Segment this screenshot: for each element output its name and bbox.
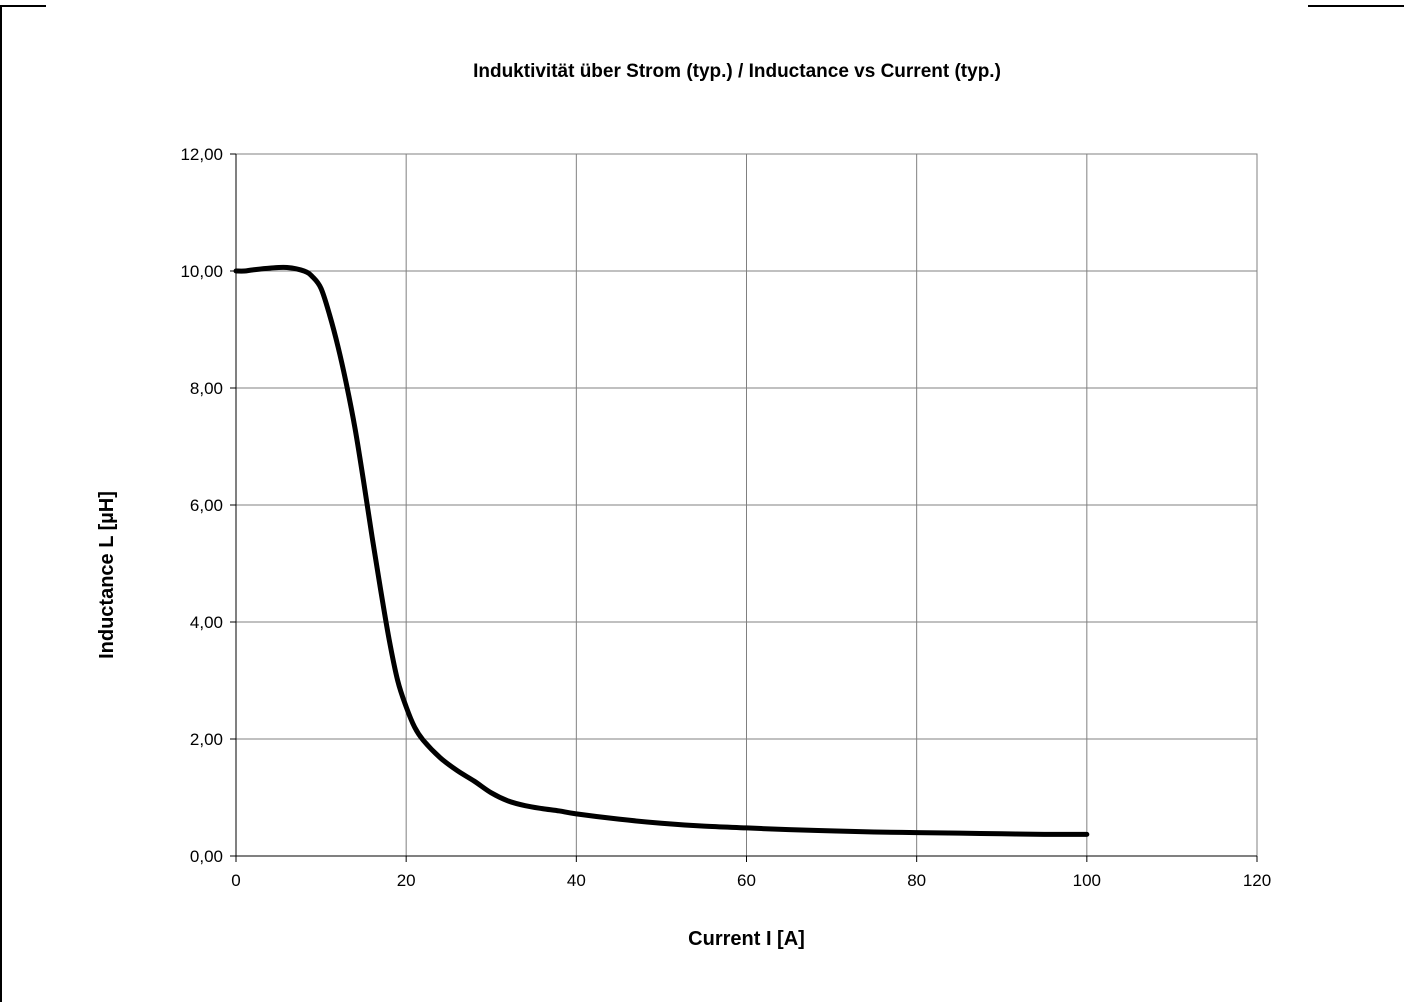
- y-tick-label: 6,00: [190, 496, 223, 515]
- x-tick-labels: 0 20 40 60 80 100 120: [231, 871, 1271, 890]
- y-tick-label: 10,00: [180, 262, 223, 281]
- y-tick-label: 8,00: [190, 379, 223, 398]
- y-tick-label: 0,00: [190, 847, 223, 866]
- y-axis-title: Inductance L [µH]: [96, 491, 118, 659]
- frame-border-top-left: [0, 5, 46, 7]
- frame-border-left: [0, 6, 2, 1002]
- x-tick-label: 20: [397, 871, 416, 890]
- x-tick-label: 40: [567, 871, 586, 890]
- y-tick-labels: 0,00 2,00 4,00 6,00 8,00 10,00 12,00: [180, 145, 223, 866]
- x-tick-label: 60: [737, 871, 756, 890]
- y-tick-label: 12,00: [180, 145, 223, 164]
- x-tick-label: 80: [907, 871, 926, 890]
- y-tick-label: 2,00: [190, 730, 223, 749]
- x-tick-label: 120: [1243, 871, 1271, 890]
- series-line: [233, 264, 1090, 837]
- frame-border-top-right: [1308, 5, 1404, 7]
- x-tick-label: 0: [231, 871, 240, 890]
- x-tick-label: 100: [1073, 871, 1101, 890]
- x-axis-title: Current I [A]: [688, 928, 805, 950]
- y-tick-label: 4,00: [190, 613, 223, 632]
- grid-horizontal: [236, 270, 1257, 740]
- chart-title: Induktivität über Strom (typ.) / Inducta…: [473, 61, 1001, 82]
